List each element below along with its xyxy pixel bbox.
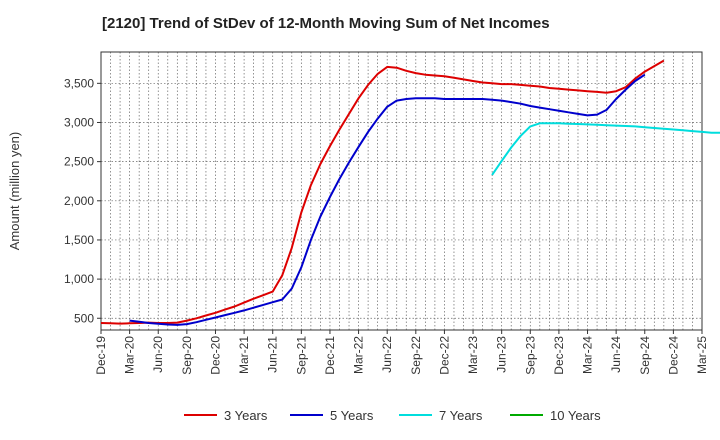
series-line (100, 59, 665, 325)
x-tick-label: Dec-22 (437, 336, 451, 375)
x-tick-label: Sep-23 (523, 336, 537, 375)
x-tick-label: Jun-22 (380, 336, 394, 373)
x-tick-label: Jun-21 (266, 336, 280, 373)
y-tick-label: 3,000 (64, 115, 94, 129)
x-tick-label: Sep-24 (638, 336, 652, 375)
y-tick-label: 1,500 (64, 233, 94, 247)
x-tick-label: Jun-24 (609, 336, 623, 373)
x-tick-label: Mar-22 (352, 336, 366, 374)
grid-lines (101, 52, 702, 330)
y-tick-label: 2,500 (64, 155, 94, 169)
x-tick-label: Dec-24 (666, 336, 680, 375)
x-axis-ticks: Dec-19 Mar-20 Jun-20 Sep-20 Dec-20 Mar-21 Jun-… (94, 330, 709, 375)
legend: 3 Years 5 Years 7 Years 10 Years (184, 408, 601, 423)
x-tick-label: Sep-21 (294, 336, 308, 375)
x-tick-label: Dec-20 (208, 336, 222, 375)
chart-title: [2120] Trend of StDev of 12-Month Moving… (102, 15, 550, 32)
x-tick-label: Mar-23 (466, 336, 480, 374)
y-axis-title: Amount (million yen) (7, 132, 22, 251)
x-tick-label: Mar-21 (237, 336, 251, 374)
series-line (491, 122, 720, 176)
y-tick-label: 3,500 (64, 76, 94, 90)
x-tick-label: Dec-21 (323, 336, 337, 375)
plot-area-frame (100, 51, 703, 331)
x-tick-label: Sep-20 (180, 336, 194, 375)
x-tick-label: Sep-22 (409, 336, 423, 375)
x-tick-label: Dec-23 (552, 336, 566, 375)
series-lines (100, 59, 720, 326)
x-tick-label: Mar-24 (581, 336, 595, 374)
legend-label: 3 Years (224, 408, 268, 423)
y-axis-ticks: 500 1,000 1,500 2,000 2,500 3,000 3,500 (64, 76, 101, 325)
y-tick-label: 500 (74, 311, 94, 325)
legend-label: 5 Years (330, 408, 374, 423)
x-tick-label: Mar-20 (123, 336, 137, 374)
series-line (129, 73, 646, 326)
legend-label: 7 Years (439, 408, 483, 423)
x-tick-label: Jun-20 (151, 336, 165, 373)
x-tick-label: Jun-23 (495, 336, 509, 373)
y-tick-label: 1,000 (64, 272, 94, 286)
legend-label: 10 Years (550, 408, 601, 423)
x-tick-label: Dec-19 (94, 336, 108, 375)
x-tick-label: Mar-25 (695, 336, 709, 374)
y-tick-label: 2,000 (64, 194, 94, 208)
